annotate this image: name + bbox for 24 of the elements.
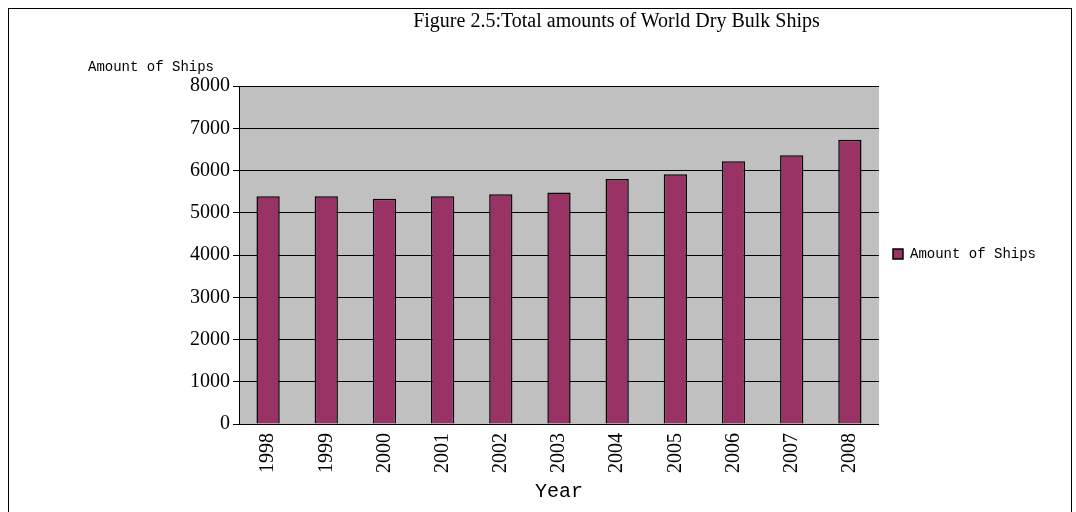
y-tick-label: 4000	[190, 242, 230, 265]
y-tick-label: 0	[220, 411, 230, 434]
x-tick-label: 2008	[837, 433, 860, 473]
x-tick-label: 2000	[371, 433, 394, 473]
y-tick-label: 2000	[190, 326, 230, 349]
y-tick-label: 8000	[190, 73, 230, 96]
x-tick-label: 2007	[778, 433, 801, 473]
x-tick-label: 1998	[255, 433, 278, 473]
y-tick-label: 5000	[190, 200, 230, 222]
x-tick-label: 2003	[546, 433, 569, 473]
x-tick-label: 2006	[720, 433, 743, 473]
x-axis-title: Year	[534, 480, 583, 504]
y-tick-label: 3000	[190, 284, 230, 307]
chart-title: Figure 2.5:Total amounts of World Dry Bulk Ships	[413, 9, 821, 33]
x-tick-label: 1999	[313, 433, 336, 473]
y-axis-title: Amount of Ships	[88, 58, 215, 75]
x-tick-label: 2005	[662, 433, 685, 473]
x-tick-label: 2002	[488, 433, 511, 473]
y-tick-label: 1000	[190, 369, 230, 391]
x-tick-label: 2004	[604, 433, 627, 473]
y-tick-label: 7000	[190, 115, 230, 138]
y-tick-label: 6000	[190, 157, 230, 180]
x-tick-label: 2001	[429, 433, 452, 473]
legend-label: Amount of Ships	[909, 245, 1037, 262]
